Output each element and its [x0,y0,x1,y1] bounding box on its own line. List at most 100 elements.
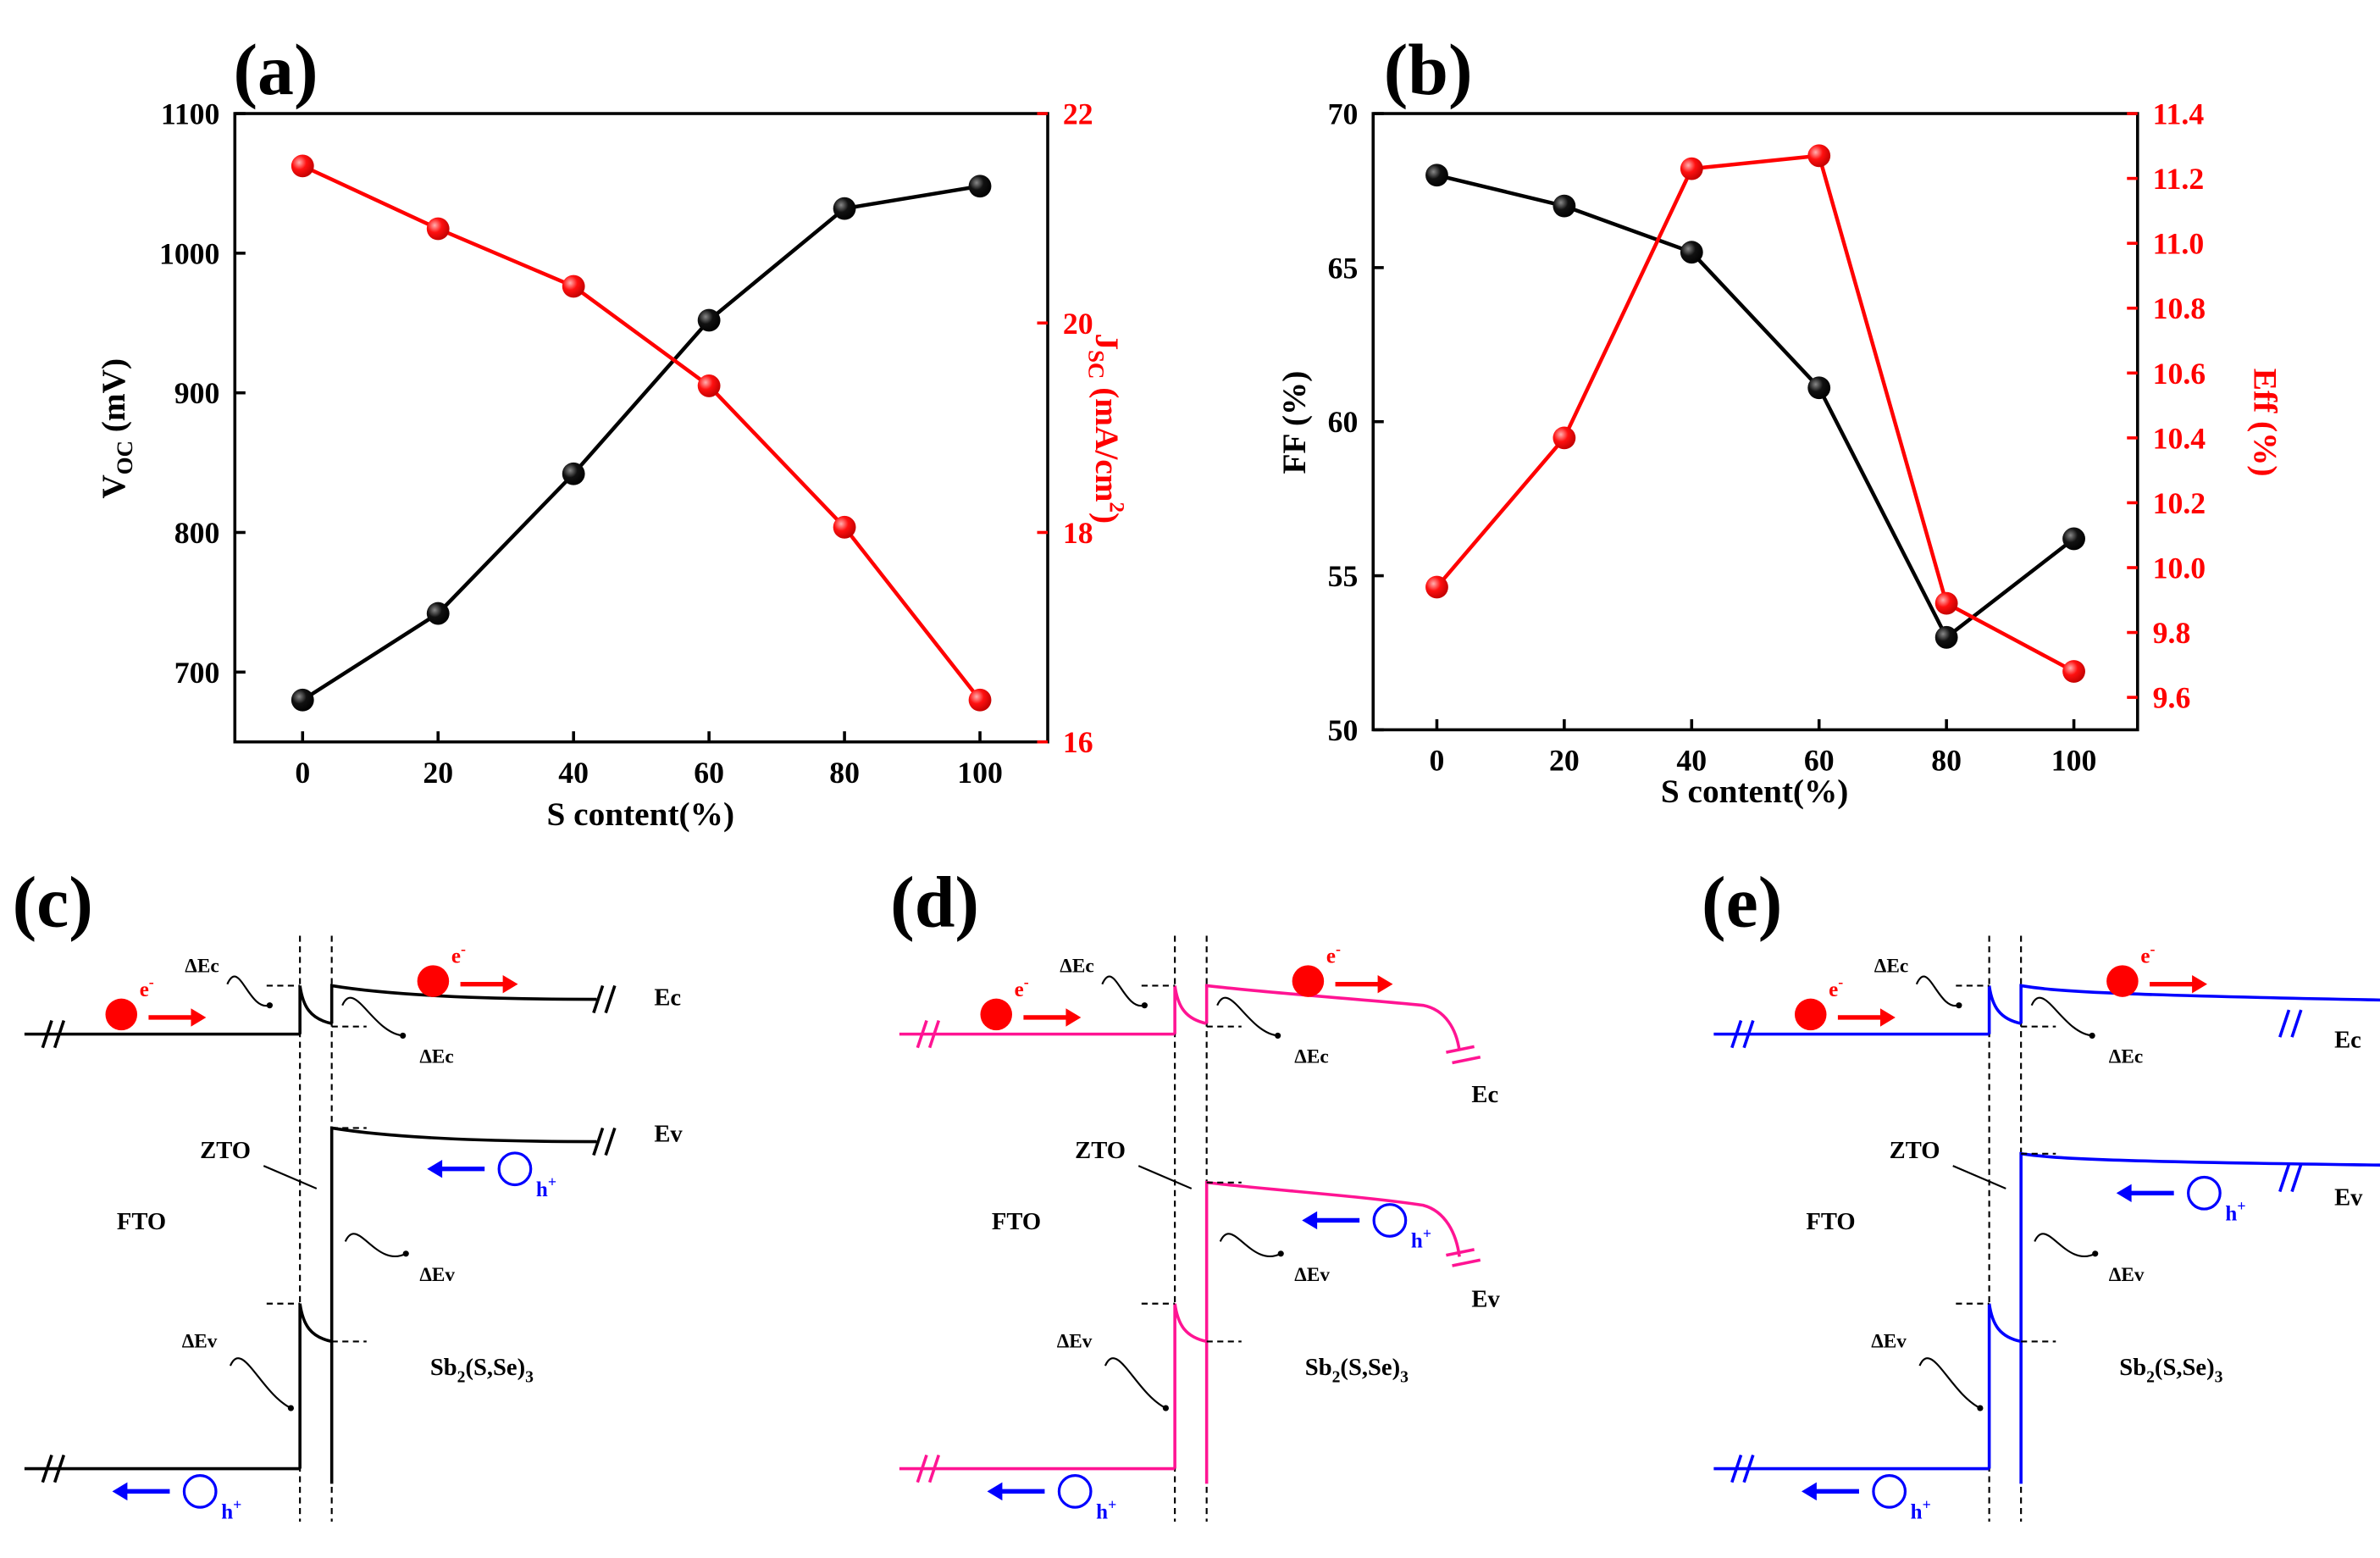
delta-pointer-head [400,1032,407,1039]
delta-pointer-curve [2034,1233,2096,1257]
axis-break-mark [1730,1019,1755,1049]
panel-e: (e) ΔEc ΔEc ΔEv ΔEv ZTO FTO Sb2(S,Se)3 e-e-h+ h+… [1702,862,2380,1524]
break-stroke [1730,1019,1743,1049]
hole-label: h+ [1911,1496,1931,1524]
delta-pointer-head [1277,1250,1284,1257]
band-diagram-c: ΔEc ΔEc ΔEv ΔEv ZTO FTO Sb2(S,Se)3 e-e-h+ h+ Ec Ev [24,935,683,1524]
absorber-label: Sb2(S,Se)3 [2119,1355,2222,1387]
break-stroke [916,1454,928,1483]
absorber-sub: 3 [2215,1368,2223,1387]
left-tick-label: 55 [1328,559,1359,593]
electron-icon [1292,965,1325,997]
left-tick-label: 700 [174,656,220,690]
delta-pointer-curve [226,975,270,1007]
right-tick-label: 9.6 [2153,681,2191,715]
break-stroke [1452,1055,1481,1065]
data-point-FF [1807,376,1831,400]
panel-b-right-axis-label: Eff (%) [2246,369,2283,477]
right-tick-label: 16 [1063,725,1093,759]
hole-label: h+ [221,1496,241,1524]
delta-pointer-curve [1101,975,1145,1007]
x-tick-label: 80 [1931,744,1962,778]
hole-icon [2187,1175,2222,1211]
zto-label: ZTO [200,1138,251,1164]
delta-ec-label: ΔEc [419,1046,453,1068]
right-tick-label: 11.4 [2153,97,2205,131]
electron-label: e- [1015,973,1029,1001]
delta-ev-label: ΔEv [1871,1331,1907,1353]
data-point-J_SC [697,374,721,397]
ec-label: Ec [654,985,681,1012]
x-tick-label: 100 [957,756,1003,790]
electron-label: e- [1829,973,1843,1001]
electron-arrow-head [1879,1008,1896,1027]
delta-pointer-curve [2030,996,2093,1037]
x-tick-label: 60 [694,756,724,790]
delta-pointer-head [402,1250,409,1257]
data-point-FF [1553,194,1576,218]
hole-arrow-head [2116,1184,2132,1203]
data-point-V_OC [833,197,856,220]
absorber-sub: 3 [1400,1368,1409,1387]
absorber-sub: 2 [1332,1368,1341,1387]
break-stroke [1446,1045,1475,1054]
absorber-main: Sb [430,1355,457,1381]
data-point-J_SC [968,688,992,712]
electron-arrow-head [1065,1008,1082,1027]
axis-break-mark [1446,1248,1481,1267]
data-point-Eff [1934,591,1958,615]
zto-label: ZTO [1075,1138,1126,1164]
zto-valence-spike [1173,1303,1208,1469]
axis-break-mark [41,1019,66,1049]
ec-label: Ec [1471,1082,1498,1108]
axis-break-mark [1446,1045,1481,1065]
break-stroke [592,984,605,1014]
electron-arrow-head [1377,974,1393,994]
delta-pointer-head [1956,1002,1962,1009]
panel-a-series [291,154,992,712]
series-line-Eff [1435,153,2075,674]
hole-label: h+ [1096,1496,1116,1524]
break-stroke [2290,1009,2303,1038]
ec-label: Ec [2334,1028,2361,1054]
delta-pointer-head [1275,1032,1281,1039]
panel-a-tag: (a) [234,30,318,110]
panel-c: (c) ΔEc ΔEc ΔEv ΔEv ZTO FTO Sb2(S,Se)3 e-e-h+ h+… [13,862,684,1524]
panel-b-x-axis-label: S content(%) [1661,773,1849,810]
left-tick-label: 800 [174,516,220,550]
panel-d-tag: (d) [890,862,979,943]
break-stroke [53,1019,66,1049]
electron-sup: - [2150,940,2155,957]
absorber-conduction-band [2019,984,2380,1024]
panel-b-series [1425,144,2085,683]
diagram-body: ΔEc ΔEc ΔEv ΔEv ZTO FTO Sb2(S,Se)3 e-e-h+ h+ [899,935,1461,1524]
delta-pointer-curve [1104,1357,1166,1410]
panel-b-tag: (b) [1384,30,1473,110]
hole-icon [182,1473,218,1509]
electron-sup: - [149,973,154,990]
panel-d: (d) ΔEc ΔEc ΔEv ΔEv ZTO FTO Sb2(S,Se)3 e-e-h+ h+… [890,862,1500,1524]
electron-label: e- [2140,940,2155,968]
axis-break-mark [916,1019,941,1049]
right-tick-label: 18 [1063,516,1093,550]
hole-sup: + [1423,1225,1431,1242]
panel-a-x-axis-label: S content(%) [546,796,734,833]
axis-break-mark [2278,1163,2303,1193]
panel-b-plot-frame [1371,112,2139,732]
hole-arrow-head [112,1482,128,1501]
zto-pointer [1952,1165,2006,1189]
data-point-Eff [1680,157,1703,180]
hole-icon [1057,1473,1093,1509]
series-line-FF [1436,173,2075,640]
data-point-V_OC [562,462,585,485]
electron-label: e- [451,940,466,968]
hole-sup: + [1108,1496,1116,1513]
left-tick-label: 50 [1328,713,1359,747]
delta-pointer-curve [344,1233,407,1257]
absorber-sub: 2 [457,1368,466,1387]
x-tick-label: 100 [2051,744,2097,778]
absorber-valence-band [2019,1151,2380,1484]
break-stroke [604,1127,617,1156]
data-point-FF [1425,164,1448,187]
